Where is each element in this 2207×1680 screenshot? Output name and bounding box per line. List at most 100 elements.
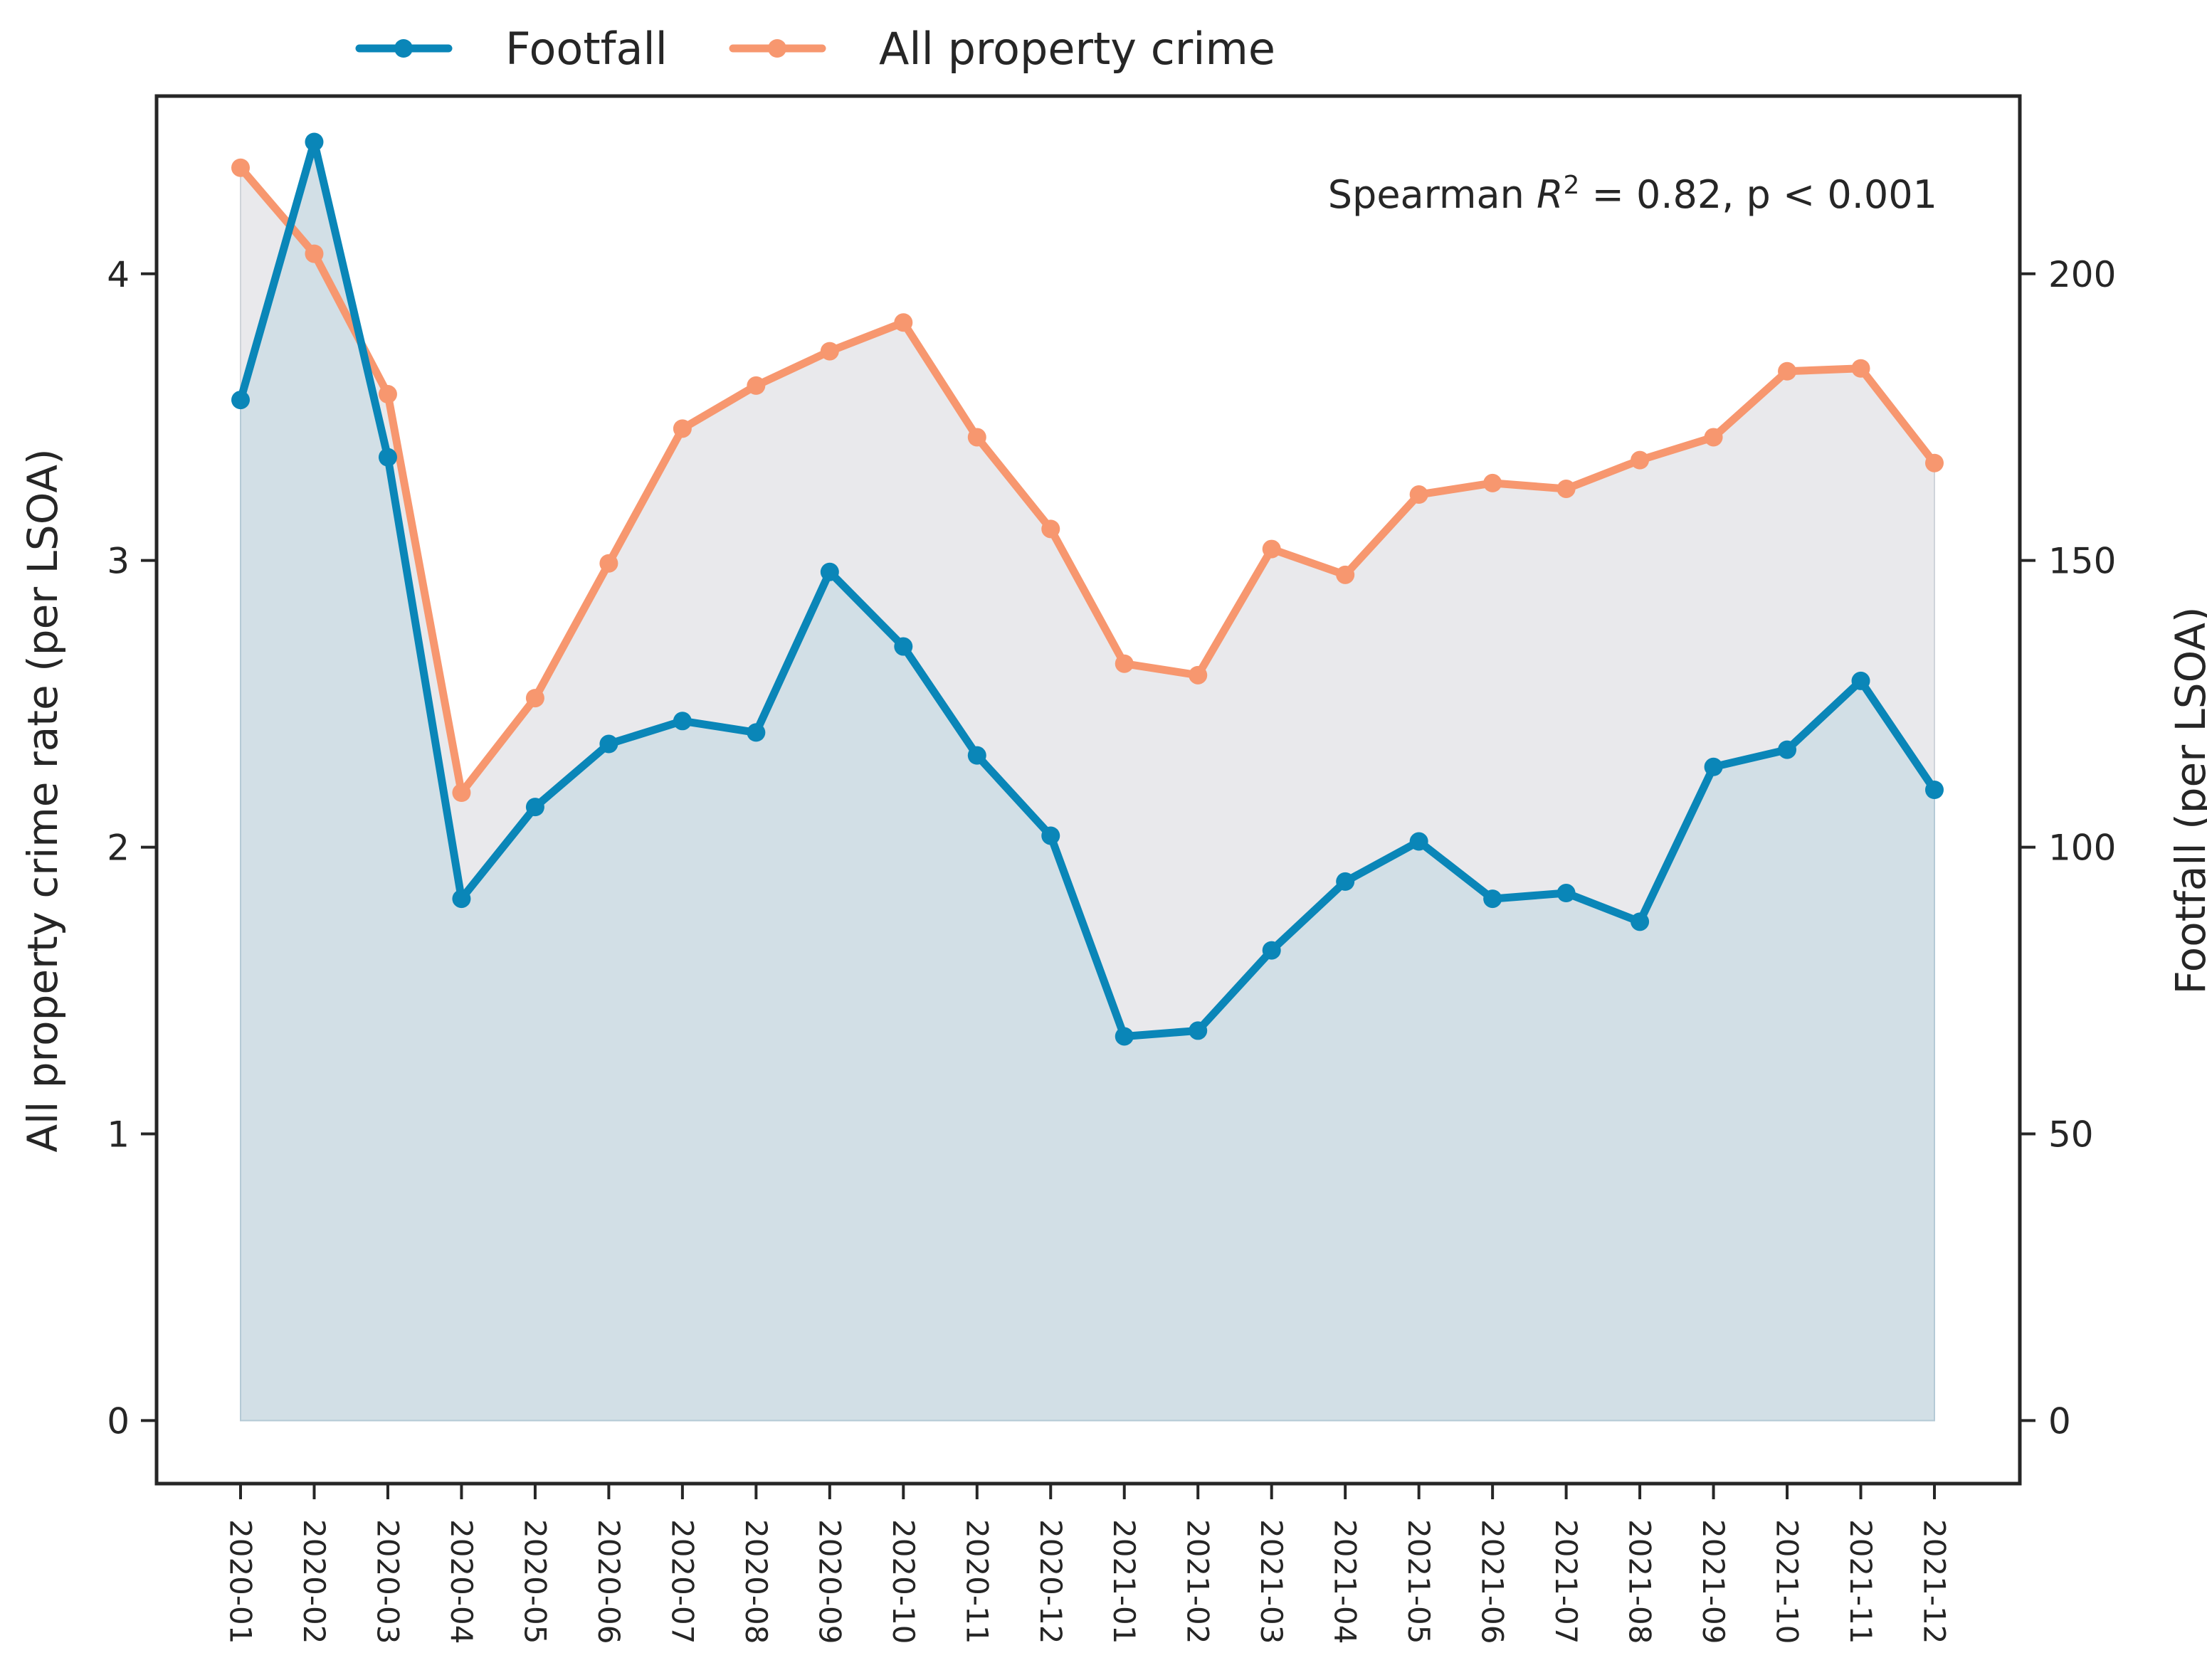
footfall-point bbox=[1704, 757, 1723, 776]
footfall-point bbox=[378, 448, 397, 467]
footfall-point bbox=[967, 746, 986, 765]
x-tick-label: 2020-05 bbox=[517, 1519, 552, 1644]
x-axis-ticks: 2020-01 2020-02 2020-03 2020-04 2020-05 2020-… bbox=[223, 1484, 1952, 1644]
legend-footfall-label: Footfall bbox=[505, 23, 668, 75]
crime-point bbox=[1925, 453, 1944, 472]
right-tick-label: 100 bbox=[2048, 828, 2116, 869]
legend-crime-marker bbox=[768, 39, 786, 58]
x-tick-label: 2021-01 bbox=[1107, 1519, 1142, 1644]
footfall-line bbox=[236, 137, 1939, 1040]
crime-point bbox=[1189, 665, 1208, 685]
footfall-point bbox=[747, 723, 766, 742]
footfall-point bbox=[452, 889, 471, 909]
x-tick-label: 2020-12 bbox=[1033, 1519, 1068, 1644]
annotation-prefix: Spearman bbox=[1328, 172, 1537, 217]
legend: Footfall All property crime bbox=[355, 23, 1275, 75]
footfall-point bbox=[599, 734, 618, 754]
x-tick-label: 2021-05 bbox=[1401, 1519, 1436, 1644]
right-axis-label: Footfall (per LSOA) bbox=[2166, 606, 2207, 994]
x-tick-label: 2020-01 bbox=[223, 1519, 258, 1644]
footfall-point bbox=[1631, 912, 1650, 931]
crime-point bbox=[1336, 565, 1355, 584]
series-lines bbox=[231, 132, 1944, 1046]
crime-point bbox=[673, 419, 692, 438]
crime-point bbox=[1041, 519, 1060, 539]
crime-point bbox=[1704, 428, 1723, 447]
x-tick-label: 2020-10 bbox=[886, 1519, 921, 1644]
footfall-point bbox=[1041, 826, 1060, 845]
x-tick-label: 2021-06 bbox=[1475, 1519, 1510, 1644]
crime-point bbox=[1115, 654, 1134, 673]
right-tick-label: 0 bbox=[2048, 1400, 2071, 1442]
footfall-point bbox=[1115, 1027, 1134, 1046]
annotation-suffix: = 0.82, p < 0.001 bbox=[1579, 172, 1937, 217]
footfall-point bbox=[1851, 671, 1870, 690]
crime-point bbox=[378, 385, 397, 404]
x-tick-label: 2021-03 bbox=[1254, 1519, 1289, 1644]
x-tick-label: 2020-03 bbox=[370, 1519, 405, 1644]
legend-crime-label: All property crime bbox=[879, 23, 1275, 75]
footfall-point bbox=[1409, 832, 1428, 851]
plot-frame bbox=[154, 94, 2022, 1486]
x-tick-label: 2020-07 bbox=[665, 1519, 700, 1644]
crime-point bbox=[894, 313, 913, 332]
footfall-point bbox=[1189, 1021, 1208, 1040]
right-tick-label: 50 bbox=[2048, 1114, 2094, 1155]
area-fills bbox=[240, 139, 1935, 1422]
crime-point bbox=[305, 244, 324, 263]
x-tick-label: 2021-02 bbox=[1181, 1519, 1216, 1644]
footfall-point bbox=[525, 798, 544, 817]
x-tick-label: 2020-08 bbox=[739, 1519, 774, 1644]
x-tick-label: 2021-09 bbox=[1696, 1519, 1731, 1644]
crime-point bbox=[599, 554, 618, 573]
crime-line bbox=[236, 164, 1939, 797]
x-tick-label: 2020-02 bbox=[297, 1519, 332, 1644]
footfall-point bbox=[231, 391, 250, 410]
footfall-point bbox=[1778, 740, 1797, 759]
x-tick-label: 2021-04 bbox=[1328, 1519, 1363, 1644]
footfall-point bbox=[673, 712, 692, 731]
right-tick-label: 150 bbox=[2048, 541, 2116, 582]
annotation-exponent: 2 bbox=[1564, 171, 1580, 200]
annotation: Spearman R2 = 0.82, p < 0.001 bbox=[1328, 171, 1937, 218]
footfall-point bbox=[1925, 781, 1944, 799]
right-tick-label: 200 bbox=[2048, 254, 2116, 295]
x-tick-label: 2020-11 bbox=[959, 1519, 994, 1644]
crime-point bbox=[525, 689, 544, 708]
footfall-point bbox=[1262, 941, 1281, 960]
footfall-point bbox=[1483, 889, 1502, 909]
footfall-point bbox=[1336, 872, 1355, 891]
plot-border bbox=[154, 94, 2022, 1486]
left-tick-label: 2 bbox=[107, 828, 130, 869]
left-axis-label: All property crime rate (per LSOA) bbox=[19, 448, 67, 1152]
footfall-point bbox=[894, 637, 913, 656]
crime-point bbox=[452, 783, 471, 803]
left-tick-label: 4 bbox=[107, 254, 130, 295]
crime-point bbox=[1483, 473, 1502, 492]
x-tick-label: 2021-11 bbox=[1843, 1519, 1878, 1644]
right-axis-ticks: 0 50 100 150 200 bbox=[2020, 254, 2116, 1442]
x-tick-label: 2021-08 bbox=[1623, 1519, 1658, 1644]
x-tick-label: 2021-10 bbox=[1770, 1519, 1805, 1644]
x-tick-label: 2020-06 bbox=[591, 1519, 626, 1644]
x-tick-label: 2020-09 bbox=[812, 1519, 847, 1644]
left-axis-ticks: 0 1 2 3 4 bbox=[107, 254, 157, 1442]
x-tick-label: 2021-07 bbox=[1549, 1519, 1584, 1644]
crime-point bbox=[1778, 361, 1797, 381]
legend-footfall-marker bbox=[394, 39, 413, 58]
left-tick-label: 0 bbox=[107, 1400, 130, 1442]
footfall-point bbox=[1557, 884, 1576, 903]
crime-point bbox=[1557, 479, 1576, 498]
crime-point bbox=[1631, 450, 1650, 470]
left-tick-label: 3 bbox=[107, 541, 130, 582]
crime-point bbox=[1262, 539, 1281, 559]
x-tick-label: 2021-12 bbox=[1917, 1519, 1952, 1644]
crime-point bbox=[1851, 359, 1870, 378]
annotation-variable: R bbox=[1537, 172, 1564, 217]
x-tick-label: 2020-04 bbox=[444, 1519, 479, 1644]
crime-point bbox=[967, 428, 986, 447]
crime-point bbox=[231, 158, 250, 177]
crime-point bbox=[747, 376, 766, 395]
left-tick-label: 1 bbox=[107, 1114, 130, 1155]
